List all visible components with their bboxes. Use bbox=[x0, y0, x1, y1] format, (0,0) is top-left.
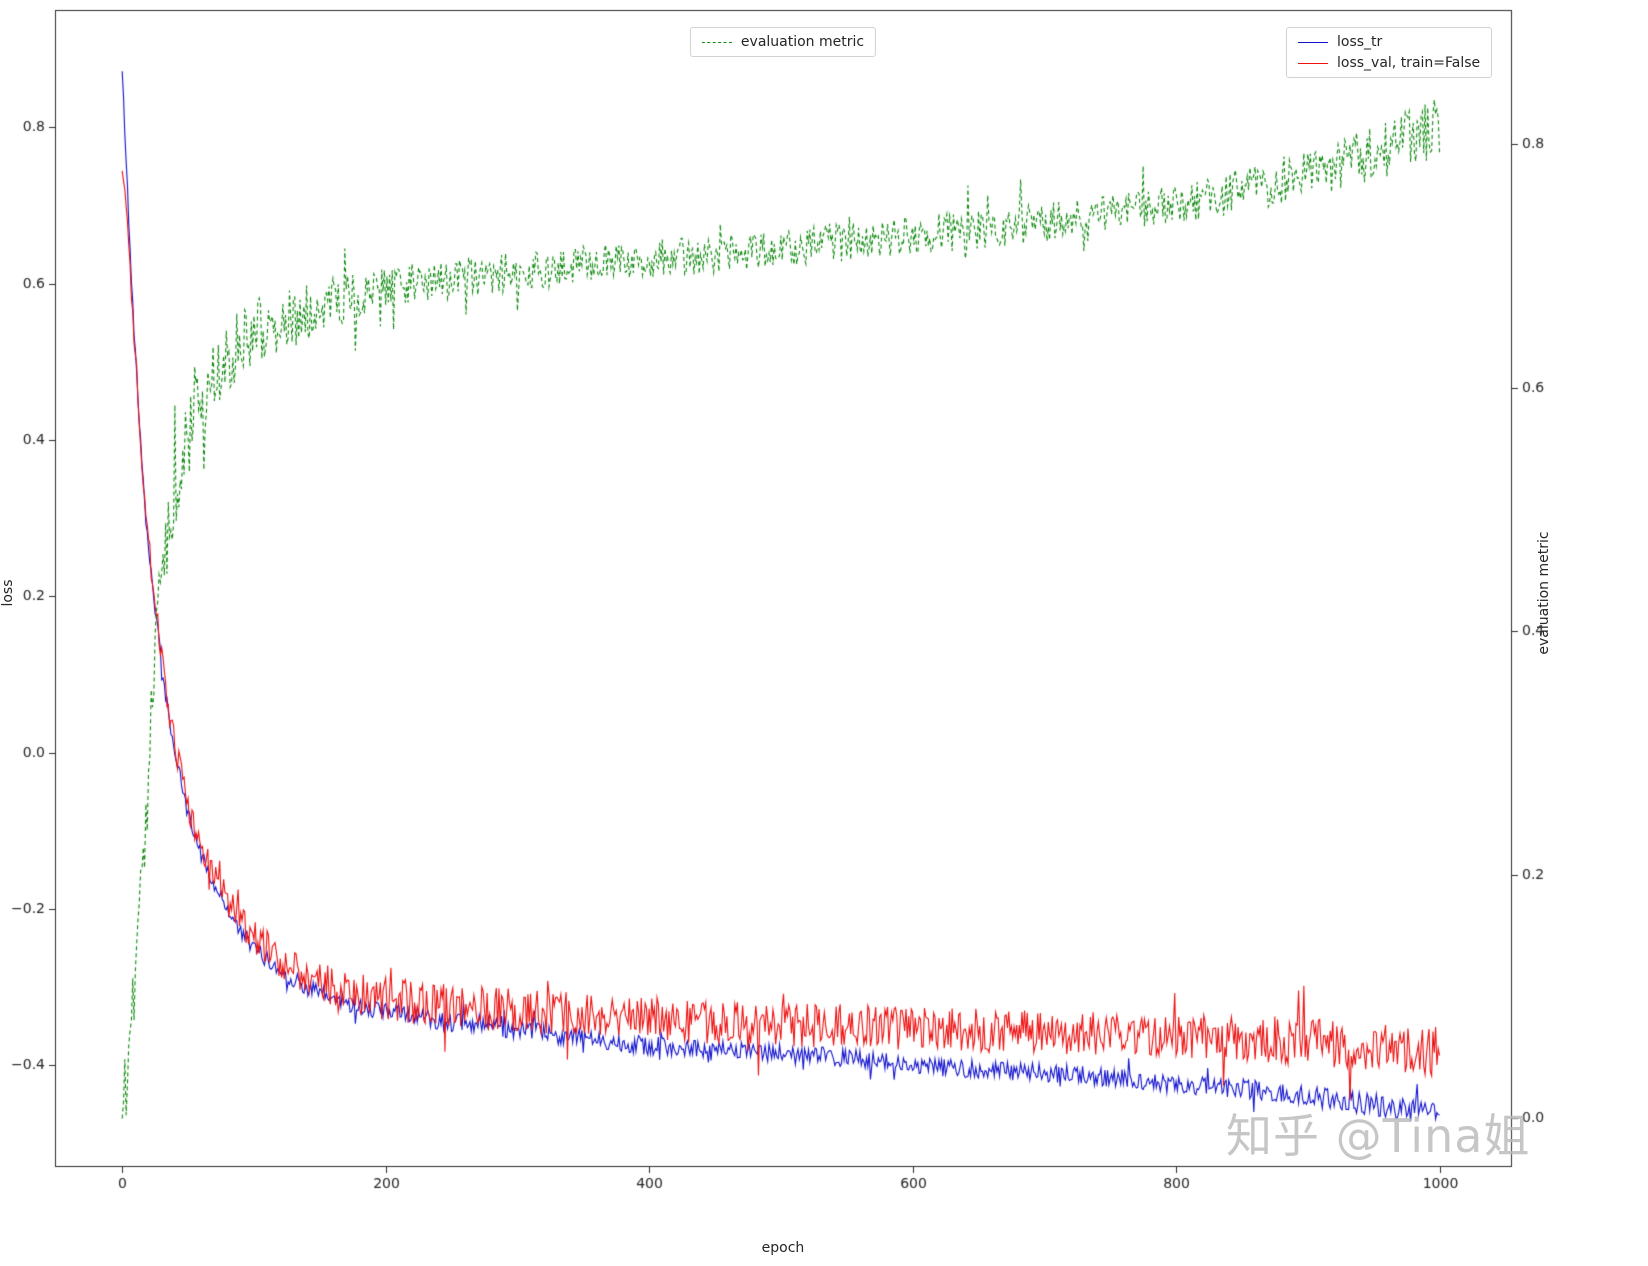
legend-losses: loss_tr loss_val, train=False bbox=[1286, 27, 1493, 78]
legend-line-sample-red bbox=[1298, 62, 1328, 64]
legend-evaluation-metric: evaluation metric bbox=[689, 27, 877, 57]
legend-line-sample-green bbox=[701, 41, 732, 43]
legend-label-loss-val: loss_val, train=False bbox=[1337, 55, 1481, 71]
legend-row: evaluation metric bbox=[701, 34, 865, 50]
legend-line-sample-blue bbox=[1298, 41, 1328, 43]
legend-row: loss_tr bbox=[1298, 34, 1480, 50]
legend-label-loss-tr: loss_tr bbox=[1337, 34, 1383, 50]
legend-label-evaluation-metric: evaluation metric bbox=[740, 34, 865, 50]
legend-row: loss_val, train=False bbox=[1298, 55, 1480, 71]
